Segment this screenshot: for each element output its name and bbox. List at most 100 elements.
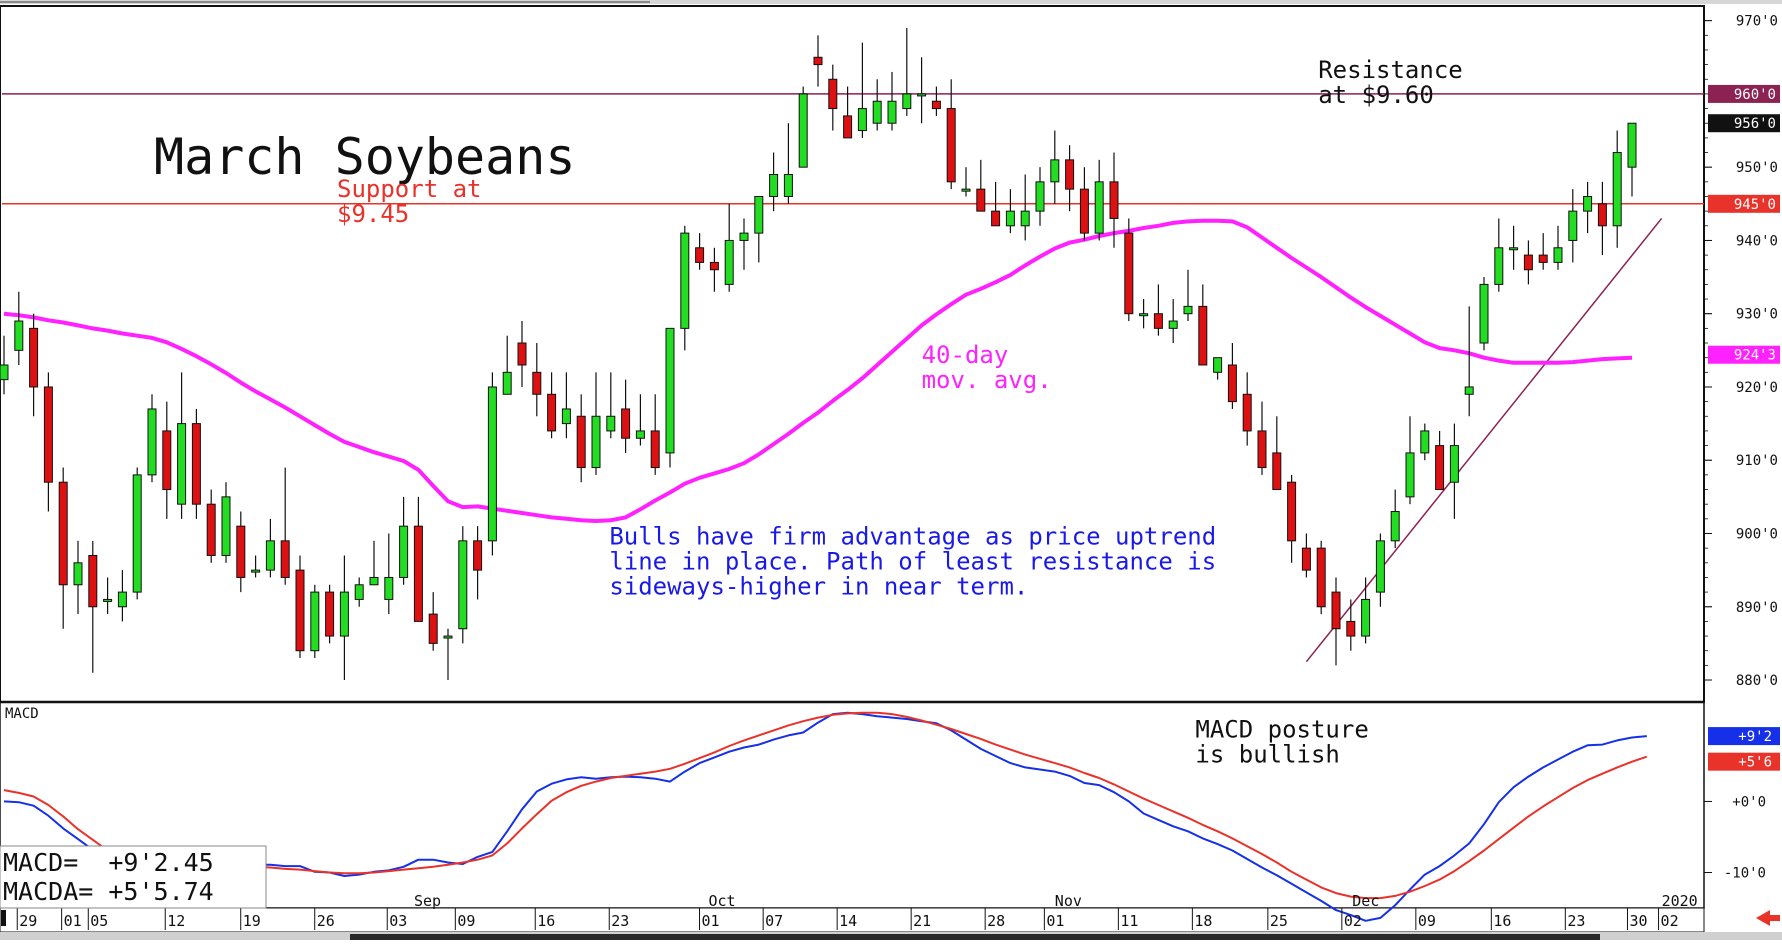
candle (1420, 423, 1430, 461)
candle-body (1005, 210, 1015, 227)
price-tick-label: 970'0 (1736, 14, 1778, 30)
candle-body (917, 93, 927, 97)
candle-body (1405, 452, 1415, 498)
cursor-marker (1, 910, 6, 926)
back-arrow-icon[interactable] (1756, 910, 1780, 926)
candle (1168, 299, 1178, 344)
candle (295, 555, 305, 659)
candle-body (547, 393, 557, 432)
candle-body (946, 108, 956, 183)
candle (1153, 284, 1163, 336)
x-day-label: 12 (167, 912, 185, 930)
candle-body (443, 635, 453, 639)
candle (132, 467, 142, 600)
support-note: Support at $9.45 (337, 175, 482, 228)
support-note-line-1: $9.45 (337, 200, 409, 228)
candle-body (132, 474, 142, 593)
candle (1494, 218, 1504, 292)
candle (1612, 130, 1622, 248)
candle (1242, 372, 1252, 446)
candle-body (680, 232, 690, 329)
candle (1435, 430, 1445, 491)
candle (428, 592, 438, 651)
candle-body (251, 569, 261, 573)
candle-body (473, 540, 483, 571)
candle-body (739, 232, 749, 241)
candle (43, 372, 53, 512)
candle (369, 540, 379, 586)
candle (1079, 167, 1089, 241)
candle-body (1494, 247, 1504, 285)
candle-body (191, 423, 201, 505)
candle-body (532, 371, 542, 395)
macd-line (3, 711, 1647, 922)
candle-body (487, 386, 497, 542)
candle-body (976, 188, 986, 212)
candle-body (310, 591, 320, 652)
readout-box (0, 845, 267, 909)
x-day-label: 26 (317, 912, 335, 930)
candle-body (206, 503, 216, 556)
candle (1301, 533, 1311, 578)
candle (1005, 189, 1015, 234)
candle (1035, 167, 1045, 226)
candle-body (665, 327, 675, 454)
candle-body (1242, 393, 1252, 432)
candle (1213, 357, 1223, 380)
macd-tag-label: +5'6 (1738, 755, 1772, 771)
candle (177, 372, 187, 519)
x-axis-strip (0, 907, 1705, 933)
price-tick-label: 900'0 (1736, 526, 1778, 542)
candle (1020, 174, 1030, 241)
candle-body (14, 320, 24, 351)
candle-body (1124, 232, 1134, 315)
candle (1050, 130, 1060, 204)
ma-note: 40-day mov. avg. (922, 341, 1052, 394)
candle-body (0, 364, 9, 381)
candle (857, 42, 867, 138)
chart-title: March Soybeans (154, 128, 575, 186)
candle-body (561, 408, 571, 425)
price-tag (1708, 345, 1780, 364)
macd-note-line-1: is bullish (1195, 741, 1340, 769)
candle (206, 489, 216, 563)
candle-body (1375, 540, 1385, 593)
candle (902, 27, 912, 116)
candle-body (1168, 320, 1178, 329)
candle (1257, 401, 1267, 475)
candle-body (931, 100, 941, 110)
candle-body (1287, 481, 1297, 542)
x-day-label: 16 (537, 912, 555, 930)
candle (251, 555, 261, 578)
price-tag-label: 924'3 (1734, 348, 1776, 364)
candle (1198, 284, 1208, 366)
x-day-label: 14 (839, 912, 857, 930)
scrollbar-thumb[interactable] (350, 934, 1600, 940)
x-month-label: Dec (1352, 892, 1379, 910)
x-day-label: 19 (243, 912, 261, 930)
candle (1316, 540, 1326, 615)
x-month-label: Sep (414, 892, 441, 910)
candle-body (1538, 254, 1548, 263)
candle (1509, 225, 1519, 270)
candle-body (147, 408, 157, 476)
price-tick-label: 910'0 (1736, 453, 1778, 469)
candle (1583, 181, 1593, 234)
candle (621, 379, 631, 453)
candle-body (29, 327, 39, 388)
candle-body (1464, 386, 1474, 395)
candle (502, 335, 512, 395)
candle-body (1272, 452, 1282, 491)
candle-body (1094, 181, 1104, 234)
ma-note-line-0: 40-day (922, 341, 1009, 369)
candle (58, 467, 68, 629)
x-day-label: 09 (1418, 912, 1436, 930)
candle-body (1346, 620, 1356, 637)
commentary-line-1: line in place. Path of least resistance … (609, 547, 1216, 575)
candle (1094, 159, 1104, 241)
candle-body (621, 408, 631, 439)
candle-body (1553, 247, 1563, 263)
candle-body (1153, 313, 1163, 329)
candle (413, 496, 423, 622)
